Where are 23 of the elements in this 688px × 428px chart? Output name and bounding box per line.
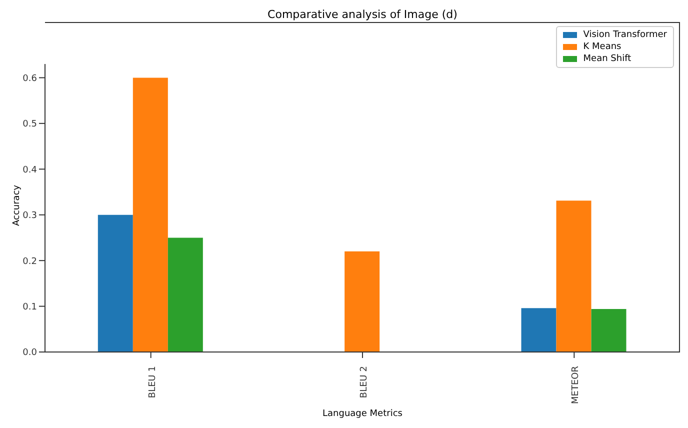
chart-title: Comparative analysis of Image (d) <box>266 8 458 21</box>
bar <box>344 251 380 352</box>
legend-label: K Means <box>583 41 622 53</box>
y-tick-label: 0.1 <box>22 302 37 312</box>
x-tick-label: METEOR <box>571 366 582 404</box>
legend-label: Vision Transformer <box>583 29 667 41</box>
bar <box>132 78 168 352</box>
y-tick-label: 0.2 <box>22 256 37 267</box>
x-axis-title: Language Metrics <box>322 409 403 419</box>
y-tick-label: 0.5 <box>22 120 37 130</box>
x-tick-label: BLEU 1 <box>148 366 158 398</box>
y-tick-label: 0.4 <box>22 165 38 176</box>
bar <box>591 309 626 352</box>
x-tick-label: BLEU 2 <box>360 366 370 398</box>
y-axis-title: Accuracy <box>12 184 22 226</box>
bar <box>556 200 592 352</box>
legend-label: Mean Shift <box>583 53 632 65</box>
bar <box>521 308 556 352</box>
bar <box>98 214 133 352</box>
bar <box>168 238 203 352</box>
y-tick-label: 0.0 <box>22 348 38 358</box>
y-tick-label: 0.3 <box>22 211 37 222</box>
y-tick-label: 0.6 <box>22 74 38 84</box>
